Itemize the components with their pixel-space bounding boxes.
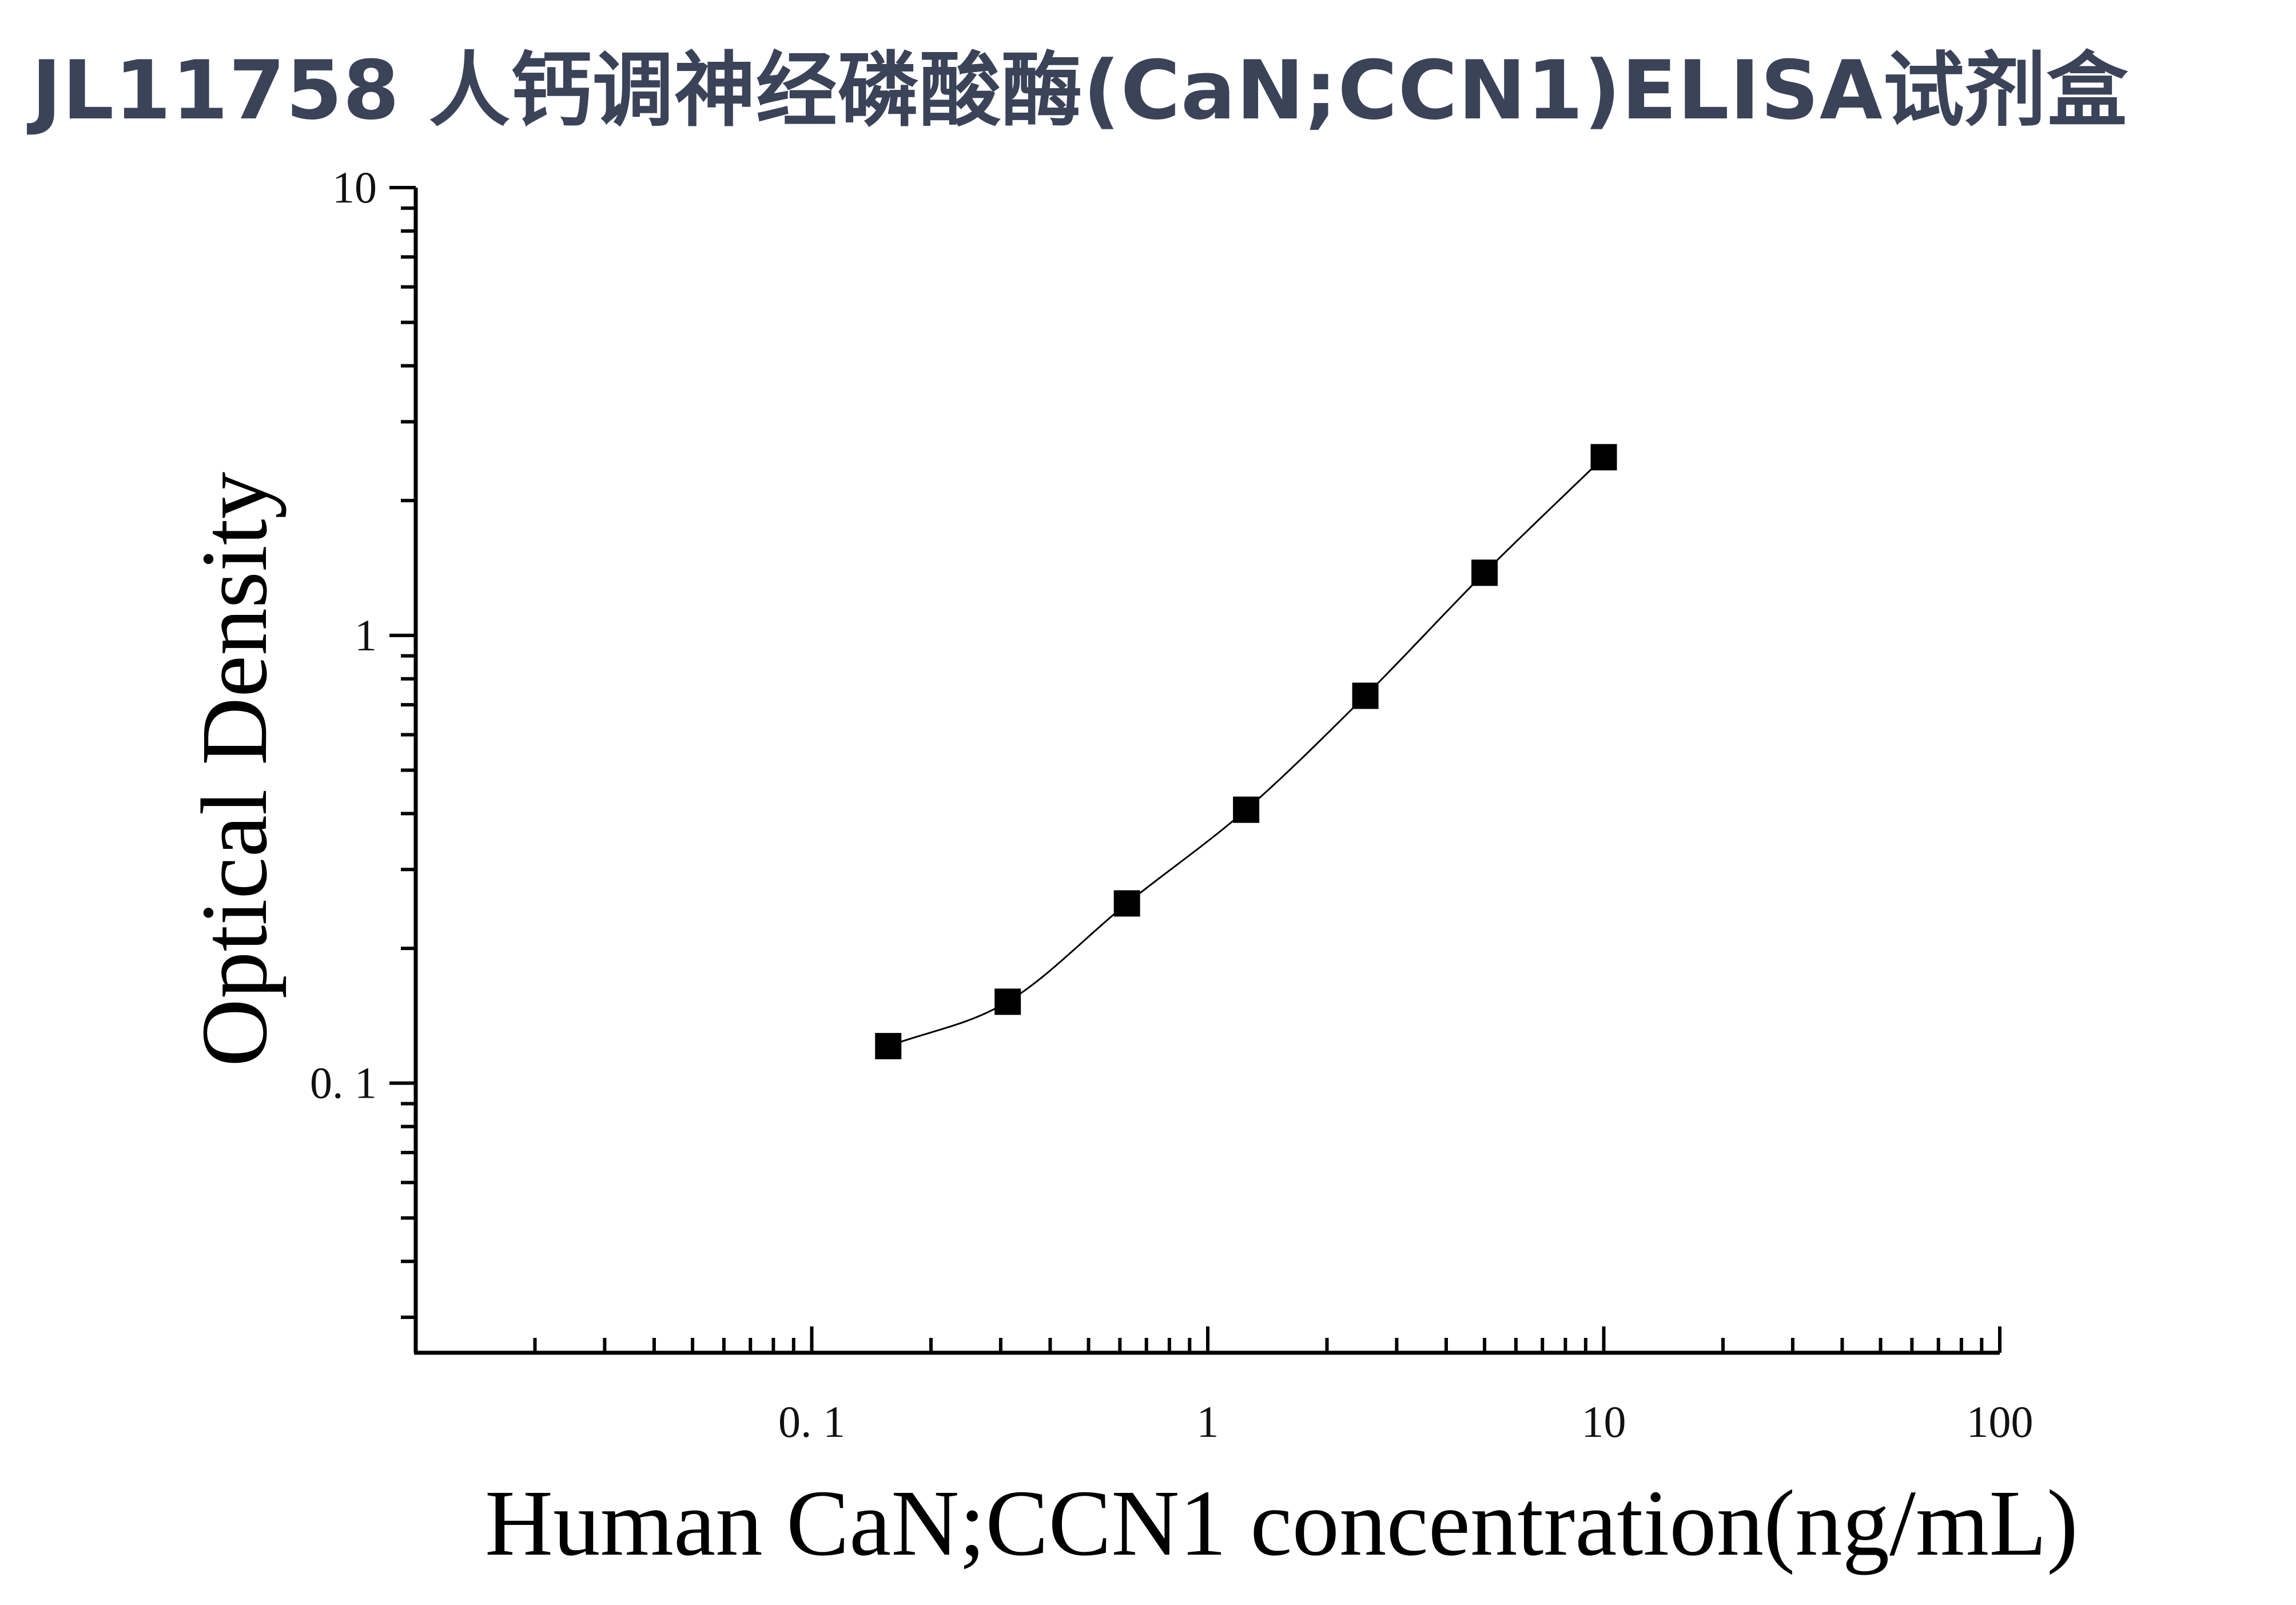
data-point xyxy=(1233,796,1260,823)
y-tick-label: 10 xyxy=(332,162,377,212)
y-axis-title: Optical Density xyxy=(182,472,286,1067)
data-point xyxy=(1590,444,1617,471)
x-axis-title: Human CaN;CCN1 concentration(ng/mL) xyxy=(485,1471,2078,1575)
x-tick-label: 1 xyxy=(1197,1397,1219,1447)
data-point xyxy=(875,1032,902,1059)
axes xyxy=(413,188,2000,1355)
data-point xyxy=(994,988,1021,1015)
data-point xyxy=(1352,682,1379,709)
y-tick-label: 1 xyxy=(355,610,377,660)
tick-labels: 0. 1 1 10 100 0. 1 1 10 xyxy=(310,162,2034,1447)
data-point xyxy=(1113,890,1140,917)
x-tick-label: 10 xyxy=(1582,1397,1626,1447)
x-tick-label: 100 xyxy=(1967,1397,2034,1447)
x-tick-label: 0. 1 xyxy=(778,1397,845,1447)
y-tick-label: 0. 1 xyxy=(310,1058,377,1108)
chart-title: JL11758 人钙调神经磷酸酶(CaN;CCN1)ELISA试剂盒 xyxy=(31,43,2128,138)
fit-curve xyxy=(888,456,1605,1047)
data-points xyxy=(875,444,1617,1059)
ticks xyxy=(389,186,2001,1353)
data-point xyxy=(1471,559,1498,586)
